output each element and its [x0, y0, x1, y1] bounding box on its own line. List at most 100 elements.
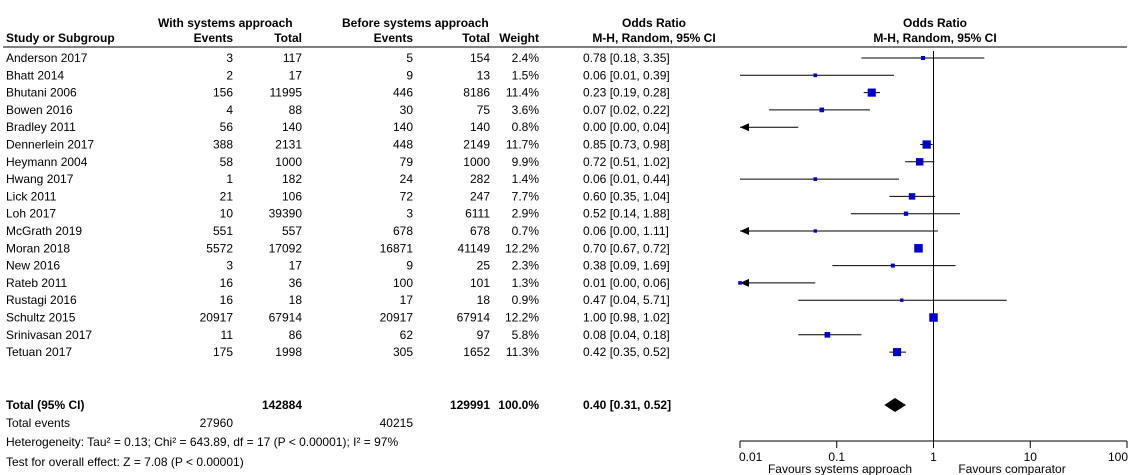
total-with: 140 [282, 120, 302, 134]
tick-label: 10 [1024, 450, 1038, 464]
point-estimate [824, 331, 831, 338]
header-or-title: Odds Ratio [622, 16, 686, 30]
total-with: 17092 [269, 241, 303, 255]
study-weight: 1.5% [512, 68, 540, 82]
point-estimate [903, 211, 909, 216]
tick-label: 1 [930, 450, 937, 464]
events-before: 446 [393, 86, 413, 100]
odds-ratio-ci: 0.60 [0.35, 1.04] [583, 189, 670, 203]
study-weight: 2.9% [512, 207, 540, 221]
point-estimate [900, 298, 904, 302]
odds-ratio-ci: 0.52 [0.14, 1.88] [583, 207, 670, 221]
odds-ratio-ci: 0.06 [0.01, 0.39] [583, 68, 670, 82]
study-name: McGrath 2019 [6, 224, 82, 238]
total-with: 2131 [275, 138, 302, 152]
study-name: Bhatt 2014 [6, 68, 64, 82]
ci-mark [798, 331, 862, 338]
total-before: 75 [477, 103, 491, 117]
study-weight: 12.2% [505, 311, 539, 325]
total-with: 36 [289, 276, 303, 290]
odds-ratio-ci: 0.70 [0.67, 0.72] [583, 241, 670, 255]
study-rows: Anderson 2017 3 117 5 154 2.4% 0.78 [0.18, 3.3… [6, 51, 670, 359]
events-before: 17 [400, 293, 414, 307]
total-events-e2: 40215 [380, 416, 414, 430]
point-estimate [738, 281, 742, 285]
events-before: 5 [406, 51, 413, 65]
odds-ratio-ci: 0.72 [0.51, 1.02] [583, 155, 670, 169]
study-name: Lick 2011 [6, 189, 57, 203]
tick-label: 0.1 [828, 450, 845, 464]
events-before: 678 [393, 224, 413, 238]
ci-arrow [740, 123, 749, 132]
tick-label: 0.01 [739, 450, 763, 464]
events-with: 156 [213, 86, 233, 100]
total-with: 182 [282, 172, 302, 186]
odds-ratio-ci: 0.00 [0.00, 0.04] [583, 120, 670, 134]
total-before: 6111 [465, 207, 490, 221]
events-before: 140 [393, 120, 413, 134]
table-row: Bhutani 2006 156 11995 446 8186 11.4% 0.23 [0.… [6, 86, 670, 100]
events-with: 10 [220, 207, 234, 221]
study-name: Schultz 2015 [6, 311, 76, 325]
study-name: New 2016 [6, 259, 60, 273]
events-with: 3 [226, 259, 233, 273]
total-before: 678 [470, 224, 490, 238]
odds-ratio-ci: 0.47 [0.04, 5.71] [583, 293, 670, 307]
study-name: Moran 2018 [6, 241, 70, 255]
events-before: 305 [393, 345, 413, 359]
study-weight: 9.9% [512, 155, 540, 169]
total-before: 97 [477, 328, 491, 342]
total-with: 117 [283, 51, 302, 65]
header-weight: Weight [499, 31, 539, 45]
events-with: 16 [220, 276, 234, 290]
point-estimate [813, 177, 818, 181]
point-estimate [819, 107, 825, 113]
ci-mark [740, 177, 900, 181]
table-row: Lick 2011 21 106 72 247 7.7% 0.60 [0.35, 1.04] [6, 189, 670, 203]
total-with: 557 [282, 224, 302, 238]
favours-right-label: Favours comparator [958, 462, 1065, 475]
events-with: 175 [213, 345, 233, 359]
point-estimate [813, 229, 817, 233]
table-row: McGrath 2019 551 557 678 678 0.7% 0.06 [0.00, … [6, 224, 669, 238]
study-name: Bradley 2011 [6, 120, 76, 134]
total-before: 140 [470, 120, 490, 134]
point-estimate [867, 88, 876, 97]
study-name: Rustagi 2016 [6, 293, 77, 307]
ci-mark [740, 227, 938, 235]
point-estimate [893, 348, 902, 357]
header-total2: Total [462, 31, 490, 45]
odds-ratio-ci: 0.08 [0.04, 0.18] [583, 328, 670, 342]
events-before: 100 [393, 276, 413, 290]
study-name: Srinivasan 2017 [6, 328, 92, 342]
ci-arrow [740, 227, 749, 235]
events-with: 16 [220, 293, 234, 307]
total-t1: 142884 [262, 398, 302, 412]
header-plot-title: Odds Ratio [903, 16, 967, 30]
events-before: 448 [393, 138, 413, 152]
point-estimate [890, 263, 895, 268]
total-with: 86 [289, 328, 303, 342]
total-ci: 0.40 [0.31, 0.52] [583, 398, 671, 412]
table-row: Hwang 2017 1 182 24 282 1.4% 0.06 [0.01, 0.44] [6, 172, 670, 186]
point-estimate [915, 158, 924, 166]
total-with: 1000 [275, 155, 302, 169]
overall-effect-text: Test for overall effect: Z = 7.08 (P < 0… [6, 455, 244, 469]
total-weight: 100.0% [498, 398, 539, 412]
total-before: 247 [470, 189, 490, 203]
events-with: 551 [213, 224, 233, 238]
study-weight: 2.4% [512, 51, 540, 65]
study-weight: 1.3% [512, 276, 540, 290]
point-estimate [921, 55, 926, 61]
events-before: 20917 [380, 311, 414, 325]
odds-ratio-ci: 0.06 [0.01, 0.44] [583, 172, 670, 186]
events-before: 62 [400, 328, 414, 342]
table-row: Bowen 2016 4 88 30 75 3.6% 0.07 [0.02, 0.22] [6, 103, 670, 117]
table-row: Heymann 2004 58 1000 79 1000 9.9% 0.72 [0.51, … [6, 155, 670, 169]
study-name: Tetuan 2017 [6, 345, 72, 359]
study-weight: 0.8% [512, 120, 540, 134]
odds-ratio-ci: 0.42 [0.35, 0.52] [583, 345, 670, 359]
favours-left-label: Favours systems approach [768, 462, 912, 475]
table-row: Bhatt 2014 2 17 9 13 1.5% 0.06 [0.01, 0.39] [6, 68, 670, 82]
